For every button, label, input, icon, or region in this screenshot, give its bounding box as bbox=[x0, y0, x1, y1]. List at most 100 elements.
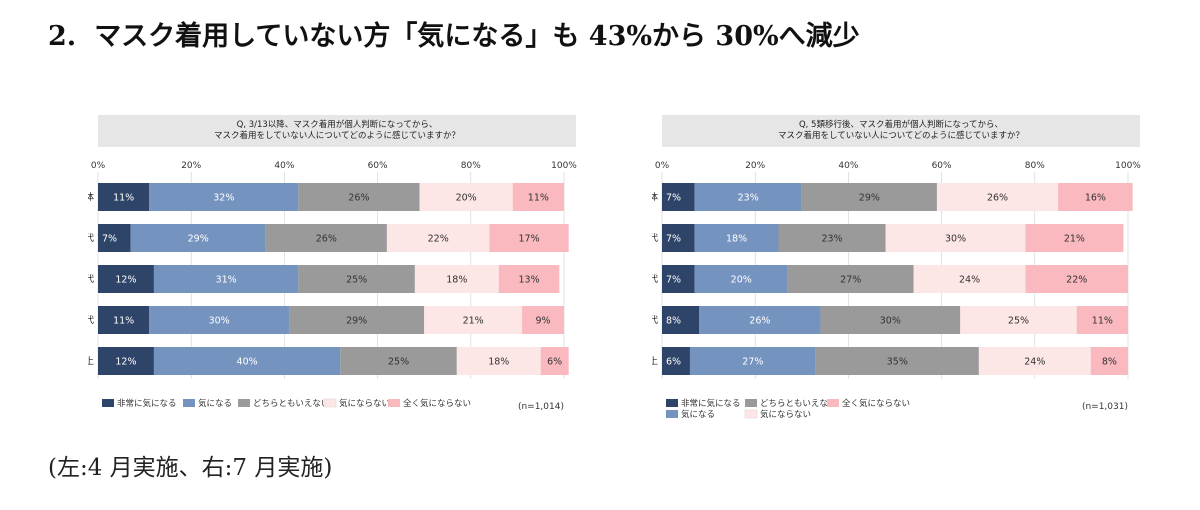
legend-swatch bbox=[388, 399, 400, 407]
bar-segment bbox=[1058, 183, 1133, 211]
legend-swatch bbox=[827, 399, 839, 407]
x-tick-label: 80% bbox=[461, 161, 481, 171]
legend-label: どちらともいえない bbox=[253, 399, 329, 409]
legend-label: 気にならない bbox=[760, 409, 811, 420]
category-label: 50代以上 bbox=[652, 356, 658, 367]
bar-row: 40代 11% 30% 29% 21% 9% bbox=[74, 306, 564, 334]
data-label: 31% bbox=[216, 275, 237, 286]
data-label: 25% bbox=[1008, 316, 1029, 327]
data-label: 30% bbox=[945, 234, 966, 245]
data-label: 12% bbox=[115, 357, 136, 368]
bar-segment bbox=[936, 183, 1059, 211]
data-label: 6% bbox=[547, 357, 562, 368]
bar-segment bbox=[662, 183, 695, 211]
x-tick-label: 80% bbox=[1025, 161, 1045, 171]
bar-segment bbox=[98, 265, 154, 293]
data-label: 12% bbox=[115, 275, 136, 286]
legend-item: どちらともいえない bbox=[238, 399, 329, 409]
bar-segment bbox=[885, 224, 1026, 252]
bar-row: 40代 8% 26% 30% 25% 11% bbox=[638, 306, 1128, 334]
chart-april: Q, 3/13以降、マスク着用が個人判断になってから、 マスク着用をしていない人… bbox=[56, 115, 588, 415]
footnote: (左:4 月実施、右:7 月実施) bbox=[48, 455, 333, 481]
question-line-2: マスク着用をしていない人についてどのように感じていますか？ bbox=[214, 131, 460, 141]
legend-label: 全く気にならない bbox=[842, 398, 910, 409]
bar-segment bbox=[498, 265, 560, 293]
data-label: 29% bbox=[188, 234, 209, 245]
bar-segment bbox=[414, 265, 499, 293]
bar-segment bbox=[1076, 306, 1128, 334]
data-label: 27% bbox=[742, 357, 763, 368]
legend-swatch bbox=[666, 410, 678, 418]
data-label: 7% bbox=[666, 193, 681, 204]
bar-segment bbox=[512, 183, 564, 211]
data-label: 30% bbox=[209, 316, 230, 327]
x-tick-label: 0% bbox=[655, 161, 670, 171]
bar-segment bbox=[662, 306, 700, 334]
bar-segment bbox=[419, 183, 513, 211]
x-tick-label: 60% bbox=[932, 161, 952, 171]
bar-segment bbox=[662, 347, 690, 375]
category-label: 40代 bbox=[88, 315, 94, 326]
category-label: 50代以上 bbox=[88, 356, 94, 367]
data-label: 18% bbox=[446, 275, 467, 286]
legend-swatch bbox=[744, 409, 758, 419]
data-label: 11% bbox=[1092, 316, 1113, 327]
x-tick-label: 0% bbox=[91, 161, 106, 171]
data-label: 7% bbox=[102, 234, 117, 245]
bar-segment bbox=[815, 347, 979, 375]
chart-july: Q, 5類移行後、マスク着用が個人判断になってから、 マスク着用をしていない人に… bbox=[620, 115, 1152, 425]
legend-label: 気になる bbox=[198, 398, 232, 409]
question-box: Q, 3/13以降、マスク着用が個人判断になってから、 マスク着用をしていない人… bbox=[98, 115, 576, 147]
x-tick-label: 20% bbox=[181, 161, 201, 171]
bar-segment bbox=[153, 265, 299, 293]
bar-segment bbox=[978, 347, 1091, 375]
bar-segment bbox=[98, 347, 154, 375]
bar-segment bbox=[265, 224, 387, 252]
x-tick-label: 20% bbox=[745, 161, 765, 171]
question-box: Q, 5類移行後、マスク着用が個人判断になってから、 マスク着用をしていない人に… bbox=[662, 115, 1140, 147]
bar-segment bbox=[694, 265, 788, 293]
x-tick-label: 60% bbox=[368, 161, 388, 171]
bar-segment bbox=[489, 224, 569, 252]
bar-segment bbox=[787, 265, 914, 293]
data-label: 20% bbox=[731, 275, 752, 286]
x-tick-label: 40% bbox=[274, 161, 294, 171]
bar-segment bbox=[778, 224, 886, 252]
heading-number: 2. bbox=[48, 21, 77, 52]
data-label: 23% bbox=[738, 193, 759, 204]
category-label: 20代 bbox=[88, 233, 94, 244]
data-label: 11% bbox=[113, 193, 134, 204]
legend-label: どちらともいえない bbox=[760, 399, 836, 409]
data-label: 30% bbox=[880, 316, 901, 327]
data-label: 18% bbox=[726, 234, 747, 245]
data-label: 35% bbox=[887, 357, 908, 368]
bar-segment bbox=[98, 183, 150, 211]
category-label: 20代 bbox=[652, 233, 658, 244]
category-label: 全体 bbox=[88, 191, 94, 203]
legend-swatch bbox=[745, 399, 757, 407]
data-label: 23% bbox=[822, 234, 843, 245]
bar-segment bbox=[820, 306, 961, 334]
data-label: 29% bbox=[346, 316, 367, 327]
legend-item: 気にならない bbox=[744, 409, 811, 420]
bar-row: 50代以上 6% 27% 35% 24% 8% bbox=[620, 347, 1128, 375]
legend-item: 気になる bbox=[183, 398, 232, 409]
bar-segment bbox=[522, 306, 564, 334]
legend-label: 気にならない bbox=[339, 398, 390, 409]
legend-item: 気にならない bbox=[323, 398, 390, 409]
bar-row: 50代以上 12% 40% 25% 18% 6% bbox=[56, 347, 569, 375]
sample-size-label: (n=1,031) bbox=[1082, 402, 1128, 412]
data-label: 24% bbox=[1024, 357, 1045, 368]
legend-swatch bbox=[238, 399, 250, 407]
bar-row: 30代 12% 31% 25% 18% 13% bbox=[74, 265, 560, 293]
stacked-bar-chart: 0% 20% 40% 60% 80% 100% 全体 11% 32% 26% 20% 11% 20代 7%… bbox=[56, 161, 578, 412]
data-label: 21% bbox=[463, 316, 484, 327]
bar-segment bbox=[149, 183, 299, 211]
data-label: 11% bbox=[113, 316, 134, 327]
bar-segment bbox=[694, 224, 779, 252]
bar-segment bbox=[801, 183, 937, 211]
bar-segment bbox=[699, 306, 821, 334]
x-tick-label: 100% bbox=[551, 161, 577, 171]
bar-row: 20代 7% 18% 23% 30% 21% bbox=[638, 224, 1124, 252]
data-label: 21% bbox=[1064, 234, 1085, 245]
